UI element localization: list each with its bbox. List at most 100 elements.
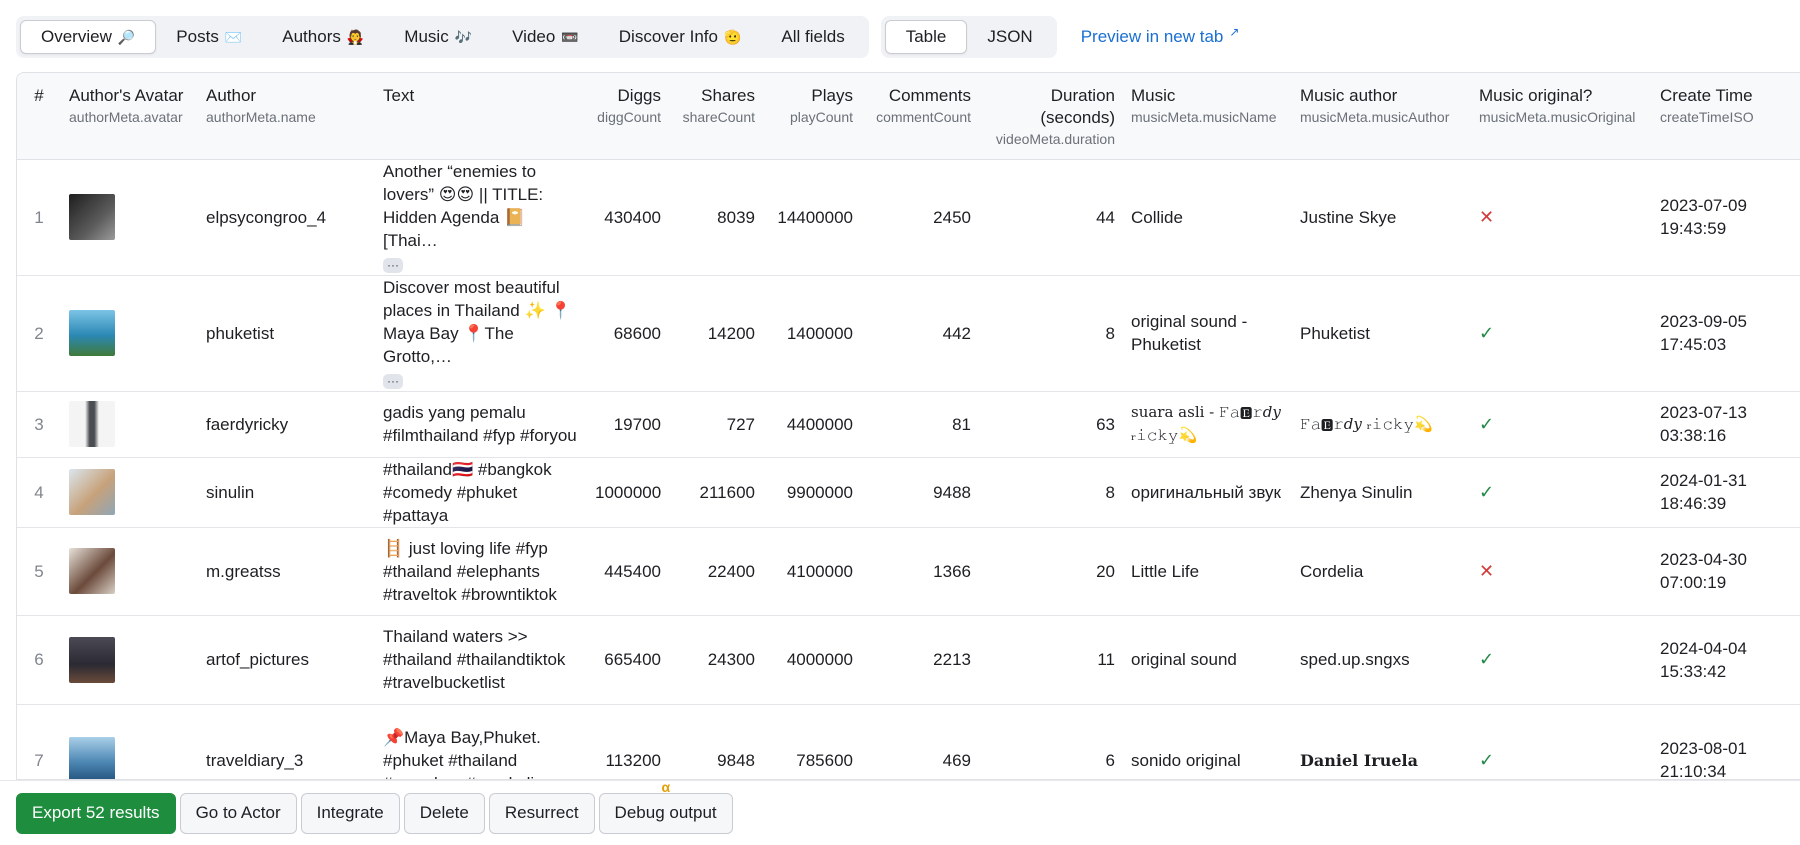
column-header[interactable]: Author authorMeta.name <box>198 73 375 160</box>
column-header[interactable]: Plays playCount <box>763 73 861 160</box>
tab-overview[interactable]: Overview 🔎 <box>20 20 157 54</box>
table-row[interactable]: 6 artof_pictures Thailand waters >> #tha… <box>17 615 1800 705</box>
results-table-container[interactable]: # Author's Avatar authorMeta.avatar Autho… <box>16 72 1800 780</box>
create-date: 2024-04-04 <box>1660 638 1747 658</box>
delete-button[interactable]: Delete <box>403 792 485 834</box>
shares-value: 211600 <box>669 457 763 528</box>
post-text: Discover most beautiful places in Thaila… <box>383 277 572 366</box>
duration-value: 20 <box>979 527 1123 616</box>
column-header[interactable]: Shares shareCount <box>669 73 763 160</box>
tab-label: Overview <box>41 27 112 46</box>
tab-video[interactable]: Video 📼 <box>492 20 599 54</box>
tab-json[interactable]: JSON <box>987 27 1033 46</box>
diggs-value: 19700 <box>587 391 669 458</box>
column-header[interactable]: Music author musicMeta.musicAuthor <box>1292 73 1471 160</box>
cross-icon: ✕ <box>1479 206 1495 227</box>
column-header[interactable]: Music original? musicMeta.musicOriginal <box>1471 73 1652 160</box>
column-title: # <box>34 86 44 105</box>
avatar-image[interactable] <box>69 310 115 356</box>
tab-posts[interactable]: Posts ✉️ <box>156 20 262 54</box>
create-clock: 19:43:59 <box>1660 219 1727 238</box>
comments-value: 81 <box>861 391 979 458</box>
expand-text-button[interactable]: ··· <box>383 373 403 389</box>
column-header[interactable]: Duration (seconds) videoMeta.duration <box>979 73 1123 160</box>
avatar-image[interactable] <box>69 737 115 779</box>
column-field: playCount <box>789 109 853 125</box>
go-to-actor-button[interactable]: Go to Actor <box>179 792 297 834</box>
bottom-action-bar: Export 52 results Go to Actor Integrate … <box>0 779 1800 845</box>
plays-value: 4100000 <box>763 527 861 616</box>
table-row[interactable]: 4 sinulin #thailand🇹🇭 #bangkok #comedy #… <box>17 457 1800 528</box>
create-time-cell: 2024-01-31 18:46:39 <box>1652 457 1800 528</box>
expand-text-button[interactable]: ··· <box>383 257 403 273</box>
avatar-image[interactable] <box>69 636 115 683</box>
avatar-image[interactable] <box>69 548 115 594</box>
plays-value: 1400000 <box>763 275 861 392</box>
table-row[interactable]: 3 faerdyricky gadis yang pemalu #filmtha… <box>17 391 1800 458</box>
create-date: 2023-09-05 <box>1660 312 1747 331</box>
table-row[interactable]: 1 elpsycongroo_4 Another “enemies to lov… <box>17 159 1800 276</box>
table-row[interactable]: 2 phuketist Discover most beautiful plac… <box>17 275 1800 392</box>
check-icon: ✓ <box>1479 749 1495 770</box>
tab-music[interactable]: Music 🎶 <box>384 20 492 54</box>
debug-output-label: Debug output <box>614 803 717 822</box>
tab-discover-info[interactable]: Discover Info 🫡 <box>599 20 762 54</box>
tab-table[interactable]: Table <box>884 20 968 54</box>
create-date: 2023-07-09 <box>1660 196 1747 215</box>
resurrect-button[interactable]: Resurrect <box>488 792 595 834</box>
plays-value: 4000000 <box>763 615 861 705</box>
column-header[interactable]: Music musicMeta.musicName <box>1123 73 1292 160</box>
export-results-button[interactable]: Export 52 results <box>16 792 176 834</box>
avatar-image[interactable] <box>69 194 115 240</box>
avatar-cell <box>61 159 198 276</box>
music-author: Phuketist <box>1292 275 1471 392</box>
tab-all-fields[interactable]: All fields <box>761 20 864 54</box>
duration-value: 8 <box>979 457 1123 528</box>
diggs-value: 445400 <box>587 527 669 616</box>
column-field: diggCount <box>597 109 661 125</box>
column-field: authorMeta.avatar <box>69 109 183 125</box>
column-title: Author <box>206 86 257 105</box>
duration-value: 63 <box>979 391 1123 458</box>
preview-in-new-tab-link[interactable]: Preview in new tab ↗ <box>1081 25 1240 47</box>
music-original-cell: ✓ <box>1471 704 1652 779</box>
shares-value: 24300 <box>669 615 763 705</box>
create-clock: 15:33:42 <box>1660 661 1727 681</box>
avatar-image[interactable] <box>69 401 115 447</box>
create-date: 2024-01-31 <box>1660 471 1747 490</box>
music-name: оригинальный звук <box>1123 457 1292 528</box>
avatar-cell <box>61 457 198 528</box>
column-title: Music author <box>1300 86 1398 105</box>
plays-value: 4400000 <box>763 391 861 458</box>
column-field: commentCount <box>876 109 971 125</box>
tab-label: Authors <box>282 27 341 46</box>
vampire-icon: 🧛 <box>346 28 365 45</box>
column-title: Music original? <box>1479 86 1593 105</box>
table-row[interactable]: 5 m.greatss 🪜 just loving life #fyp #tha… <box>17 527 1800 616</box>
music-name: Little Life <box>1123 527 1292 616</box>
duration-value: 11 <box>979 615 1123 705</box>
column-header[interactable]: Diggs diggCount <box>587 73 669 160</box>
tab-authors[interactable]: Authors 🧛 <box>262 20 384 54</box>
post-text-cell: Another “enemies to lovers” 😍😍 || TITLE:… <box>375 159 587 276</box>
column-header[interactable]: Create Time createTimeISO <box>1652 73 1800 160</box>
post-text: 📌Maya Bay,Phuket. #phuket #thailand #may… <box>383 727 570 780</box>
column-header[interactable]: # <box>17 73 61 160</box>
music-original-cell: ✓ <box>1471 615 1652 705</box>
table-row[interactable]: 7 traveldiary_3 📌Maya Bay,Phuket. #phuke… <box>17 704 1800 780</box>
debug-output-button[interactable]: α Debug output <box>598 779 733 834</box>
row-index: 6 <box>17 615 61 705</box>
column-field: musicMeta.musicName <box>1131 109 1277 125</box>
post-text: 🪜 just loving life #fyp #thailand #eleph… <box>383 538 557 604</box>
integrate-button[interactable]: Integrate <box>300 792 400 834</box>
avatar-image[interactable] <box>69 469 115 515</box>
check-icon: ✓ <box>1479 322 1495 343</box>
column-header[interactable]: Author's Avatar authorMeta.avatar <box>61 73 198 160</box>
music-name: original sound - Phuketist <box>1123 275 1292 392</box>
comments-value: 1366 <box>861 527 979 616</box>
column-header[interactable]: Text <box>375 73 587 160</box>
shares-value: 14200 <box>669 275 763 392</box>
music-name: Collide <box>1123 159 1292 276</box>
create-clock: 03:38:16 <box>1660 426 1727 445</box>
column-header[interactable]: Comments commentCount <box>861 73 979 160</box>
